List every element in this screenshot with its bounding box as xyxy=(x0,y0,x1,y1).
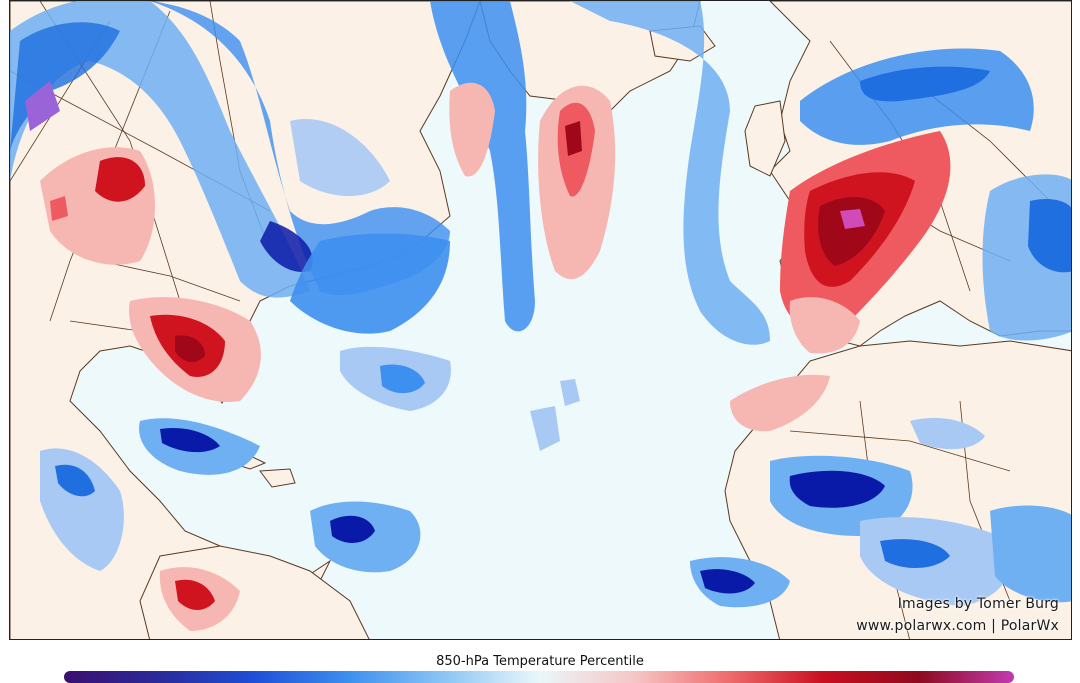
warm-europe-extreme xyxy=(840,209,865,229)
cold-band-west xyxy=(10,1,310,298)
warm-south-america-core xyxy=(175,579,215,610)
cold-labrador xyxy=(290,119,390,196)
cold-atlantic-canada xyxy=(290,233,450,334)
cold-central-atlantic-bits-2 xyxy=(560,379,580,406)
cold-gulf-of-guinea-core xyxy=(700,569,755,594)
warm-greenland-west xyxy=(449,82,495,177)
warm-gulf-deep xyxy=(175,335,205,363)
warm-rockies-spot xyxy=(50,196,68,221)
cold-east-africa xyxy=(990,505,1071,603)
hispaniola-land xyxy=(259,468,296,488)
cold-central-america-core xyxy=(55,464,95,497)
weather-map: Images by Tomer Burg www.polarwx.com | P… xyxy=(9,0,1072,640)
cold-scandinavia-core xyxy=(860,66,990,102)
cold-greenland-west xyxy=(430,1,535,332)
warm-europe-deep xyxy=(818,196,885,266)
cold-central-africa-core xyxy=(880,539,950,568)
cold-mid-atlantic-core xyxy=(380,364,425,394)
cold-core-west xyxy=(10,22,120,151)
warm-greenland-deep xyxy=(565,121,582,156)
cold-northeast xyxy=(260,221,313,272)
warm-iberia xyxy=(789,297,860,354)
cold-russia-core xyxy=(1028,199,1071,273)
credit-website: www.polarwx.com | PolarWx xyxy=(856,618,1059,634)
credit-author: Images by Tomer Burg xyxy=(897,596,1059,612)
cold-central-atlantic-bits xyxy=(530,406,560,451)
cold-band-lakes xyxy=(150,1,450,296)
british-isles-land xyxy=(744,100,786,177)
warm-rockies-core xyxy=(95,157,145,202)
legend-title: 850-hPa Temperature Percentile xyxy=(436,654,644,669)
anomaly-layer xyxy=(10,1,1071,631)
cold-west-africa-core xyxy=(789,470,885,508)
cold-greenland-east xyxy=(570,1,770,345)
percentile-colorbar xyxy=(64,671,1014,683)
cold-caribbean-core xyxy=(160,427,220,453)
extreme-cold-west xyxy=(25,81,60,131)
cold-lesser-antilles-core xyxy=(330,515,375,543)
warm-north-africa xyxy=(730,374,830,432)
cold-sahara-bits xyxy=(910,417,985,450)
map-canvas xyxy=(10,1,1071,639)
